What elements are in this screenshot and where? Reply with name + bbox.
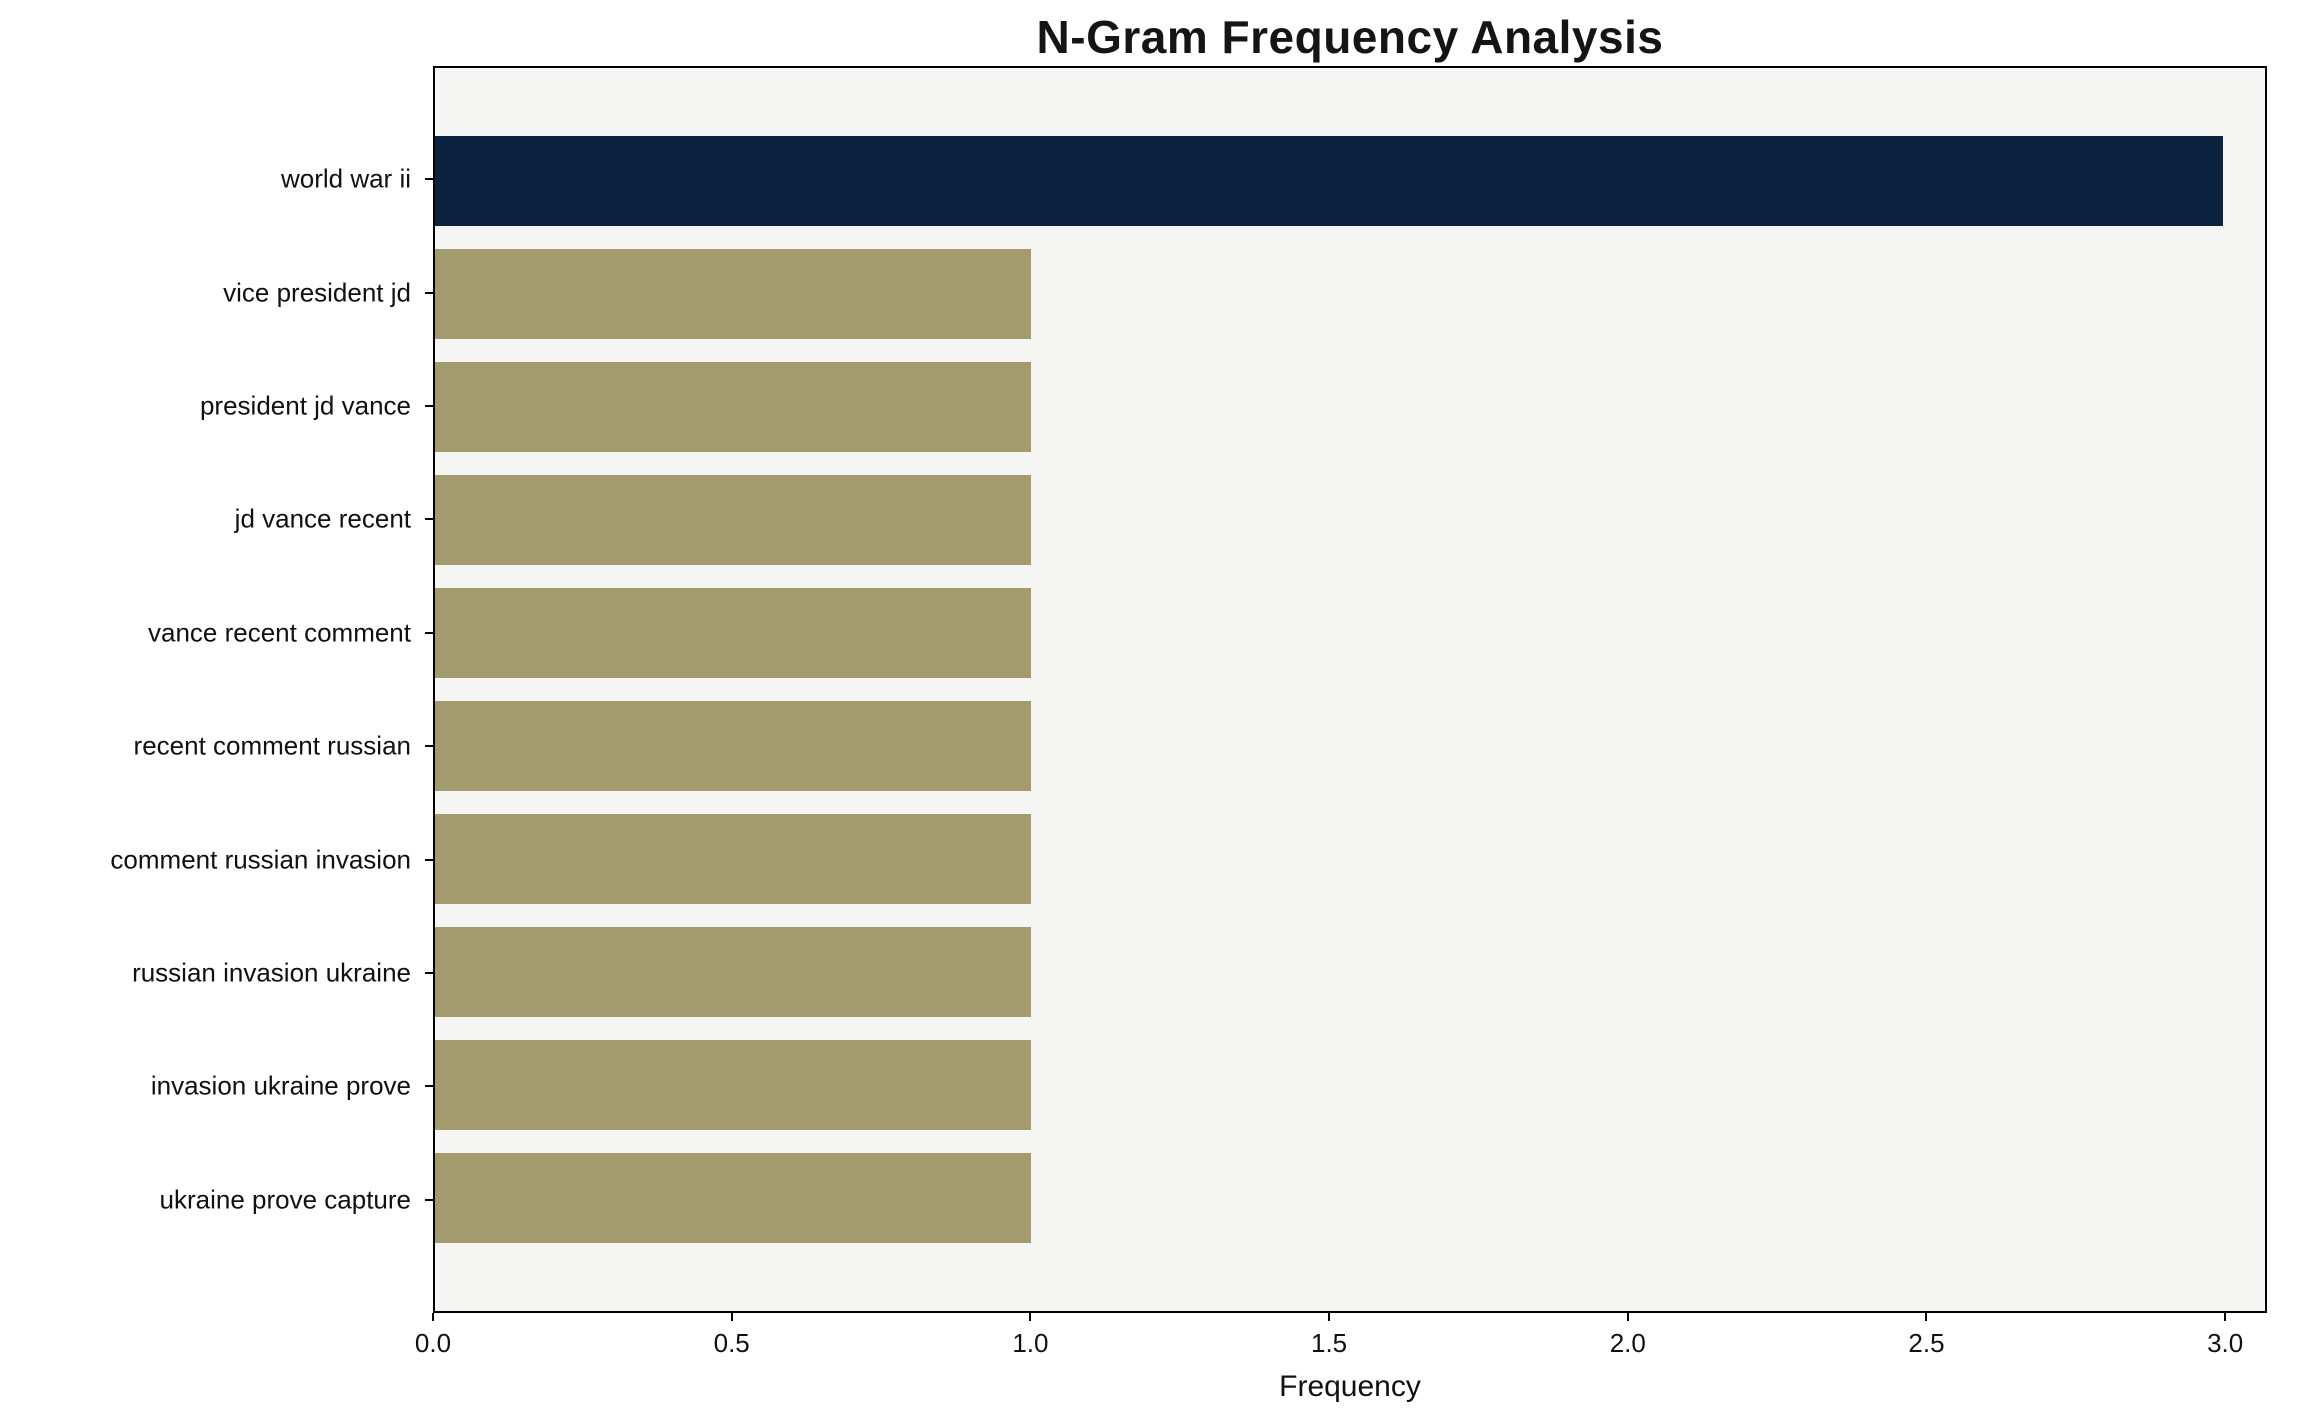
x-axis-tick-labels: 0.0 0.5 1.0 1.5 2.0 2.5 3.0 [415, 1328, 2267, 1362]
y-tick [425, 745, 433, 748]
y-tick-label: president jd vance [199, 390, 411, 421]
bar-recent-comment-russian [435, 700, 1032, 792]
bar-russian-invasion-ukraine [435, 926, 1032, 1018]
x-tick [730, 1313, 733, 1321]
chart-title: N-Gram Frequency Analysis [1036, 11, 1664, 63]
x-tick-label: 2.5 [1908, 1328, 1945, 1358]
x-tick-label: 2.0 [1609, 1328, 1646, 1358]
y-tick [425, 518, 433, 521]
y-tick [425, 405, 433, 408]
x-tick-label: 1.0 [1012, 1328, 1049, 1358]
y-tick-label: vice president jd [223, 277, 411, 308]
bar-jd-vance-recent [435, 474, 1032, 566]
y-tick [425, 858, 433, 861]
y-tick [425, 1198, 433, 1201]
y-tick-label: russian invasion ukraine [132, 957, 411, 988]
y-axis-labels: world war ii vice president jd president j… [0, 66, 411, 1313]
y-tick-label: recent comment russian [133, 730, 411, 761]
plot-area [433, 66, 2267, 1313]
bar-vice-president-jd [435, 248, 1032, 340]
x-tick [1626, 1313, 1629, 1321]
x-tick-label: 1.5 [1311, 1328, 1348, 1358]
x-axis-ticks [432, 1313, 2267, 1321]
x-tick [1925, 1313, 1928, 1321]
x-tick [1328, 1313, 1331, 1321]
x-tick-label: 0.0 [414, 1328, 452, 1358]
x-axis-title: Frequency [1279, 1370, 1421, 1403]
y-tick [425, 178, 433, 181]
bar-vance-recent-comment [435, 587, 1032, 679]
y-tick-label: ukraine prove capture [159, 1184, 411, 1215]
y-tick-label: comment russian invasion [110, 844, 411, 875]
x-tick [1029, 1313, 1032, 1321]
bar-president-jd-vance [435, 361, 1032, 453]
x-tick-label: 3.0 [2207, 1328, 2244, 1358]
y-tick [425, 971, 433, 974]
y-tick-label: world war ii [280, 163, 411, 194]
y-tick-label: jd vance recent [234, 503, 411, 534]
y-axis-ticks [425, 66, 433, 1313]
bar-ukraine-prove-capture [435, 1152, 1032, 1244]
y-tick [425, 1085, 433, 1088]
y-tick [425, 631, 433, 634]
bar-invasion-ukraine-prove [435, 1039, 1032, 1131]
bar-world-war-ii [435, 135, 2224, 227]
x-tick-label: 0.5 [713, 1328, 750, 1358]
y-tick [425, 291, 433, 294]
bar-comment-russian-invasion [435, 813, 1032, 905]
x-tick [2224, 1313, 2227, 1321]
x-tick [432, 1313, 434, 1321]
y-tick-label: vance recent comment [147, 617, 411, 648]
y-tick-label: invasion ukraine prove [150, 1070, 411, 1101]
